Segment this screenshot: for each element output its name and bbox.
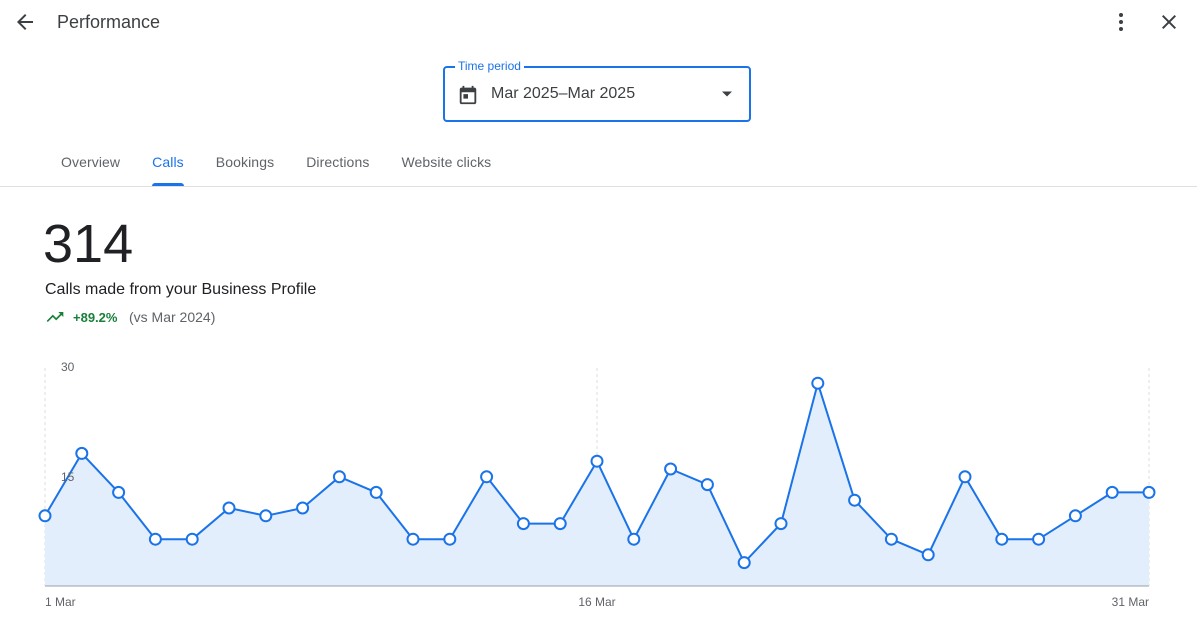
page-title: Performance [57, 12, 161, 32]
change-percent: +89.2% [73, 310, 118, 325]
trending-up-icon [46, 312, 64, 322]
data-point[interactable] [1032, 532, 1046, 546]
data-point[interactable] [700, 478, 714, 492]
data-point[interactable] [848, 493, 862, 507]
data-point[interactable] [443, 532, 457, 546]
data-point[interactable] [553, 517, 567, 531]
metric-tabs: Overview Calls Bookings Directions Websi… [45, 144, 507, 186]
data-point[interactable] [737, 556, 751, 570]
data-point[interactable] [664, 462, 678, 476]
metric-description: Calls made from your Business Profile [45, 281, 317, 298]
data-point[interactable] [958, 470, 972, 484]
y-tick-label-1: 15 [61, 470, 75, 484]
data-point[interactable] [480, 470, 494, 484]
tab-directions[interactable]: Directions [306, 154, 370, 170]
total-calls-value: 314 [43, 214, 134, 274]
tabs-divider [0, 186, 1197, 187]
y-tick-label-0: 30 [61, 360, 75, 374]
data-point[interactable] [369, 485, 383, 499]
tab-overview[interactable]: Overview [61, 154, 121, 170]
x-tick-label-0: 1 Mar [45, 595, 76, 609]
back-button[interactable] [11, 8, 39, 36]
comparison-period: (vs Mar 2024) [129, 309, 216, 325]
data-point[interactable] [296, 501, 310, 515]
data-point[interactable] [1105, 485, 1119, 499]
data-point[interactable] [38, 509, 52, 523]
close-button[interactable] [1155, 8, 1183, 36]
data-point[interactable] [222, 501, 236, 515]
more-options-button[interactable] [1107, 8, 1135, 36]
data-point[interactable] [590, 454, 604, 468]
data-point[interactable] [516, 517, 530, 531]
tab-calls[interactable]: Calls [136, 144, 200, 186]
time-period-value: Mar 2025–Mar 2025 [491, 85, 636, 102]
calendar-icon [459, 85, 477, 105]
data-point[interactable] [75, 446, 89, 460]
data-point[interactable] [259, 509, 273, 523]
data-point[interactable] [185, 532, 199, 546]
tab-bookings[interactable]: Bookings [215, 154, 275, 170]
data-point[interactable] [774, 517, 788, 531]
tab-website-clicks[interactable]: Website clicks [401, 154, 492, 170]
dropdown-arrow-icon [722, 91, 732, 97]
close-icon [1162, 15, 1176, 29]
data-point[interactable] [112, 485, 126, 499]
calls-chart: 30 15 1 Mar 16 Mar 31 Mar [38, 360, 1156, 609]
data-point[interactable] [148, 532, 162, 546]
more-vert-icon [1119, 13, 1123, 31]
series-area [45, 383, 1149, 586]
data-point[interactable] [406, 532, 420, 546]
arrow-back-icon [17, 14, 33, 30]
x-tick-label-1: 16 Mar [578, 595, 615, 609]
data-point[interactable] [627, 532, 641, 546]
x-tick-label-2: 31 Mar [1112, 595, 1149, 609]
data-point[interactable] [995, 532, 1009, 546]
data-point[interactable] [811, 376, 825, 390]
data-point[interactable] [332, 470, 346, 484]
time-period-select[interactable]: Time period Mar 2025–Mar 2025 [443, 59, 751, 122]
data-point[interactable] [884, 532, 898, 546]
data-point[interactable] [921, 548, 935, 562]
data-point[interactable] [1142, 485, 1156, 499]
time-period-label: Time period [455, 59, 524, 73]
data-point[interactable] [1068, 509, 1082, 523]
